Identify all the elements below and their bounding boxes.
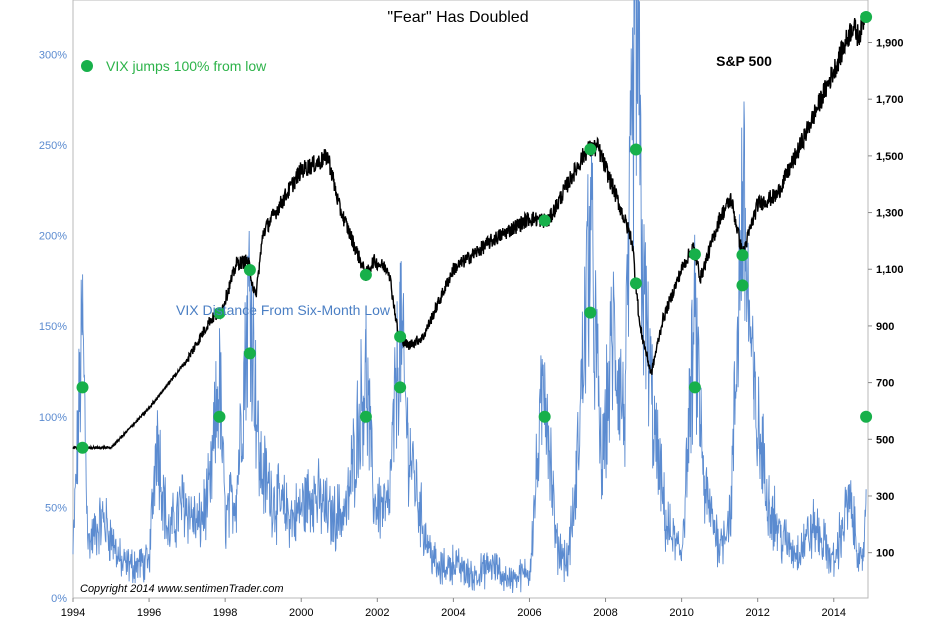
vix-event-marker (76, 381, 89, 394)
legend-label: VIX jumps 100% from low (106, 58, 267, 74)
x-tick-label: 2002 (365, 607, 389, 619)
vix-event-marker (860, 410, 873, 423)
vix-event-marker (736, 279, 749, 292)
sp500-event-marker (736, 249, 749, 262)
right-tick-label: 900 (876, 321, 894, 333)
sp500-event-marker (688, 248, 701, 261)
sp500-event-marker (394, 330, 407, 343)
sp500-series-label: S&P 500 (716, 53, 772, 69)
vix-event-marker (629, 143, 642, 156)
sp500-event-marker (359, 268, 372, 281)
right-tick-label: 100 (876, 548, 894, 560)
sp500-event-marker (76, 441, 89, 454)
x-tick-label: 2006 (517, 607, 541, 619)
right-tick-label: 1,700 (876, 94, 904, 106)
sp500-line (72, 13, 865, 451)
right-tick-label: 1,500 (876, 151, 904, 163)
x-tick-label: 1998 (213, 607, 237, 619)
x-tick-label: 1994 (61, 607, 85, 619)
plot-frame (72, 0, 869, 599)
vix-event-marker (243, 347, 256, 360)
x-tick-label: 2000 (289, 607, 313, 619)
legend-marker-swatch (81, 60, 93, 72)
marker-layer (76, 11, 873, 454)
sp500-event-marker (243, 263, 256, 276)
right-tick-label: 300 (876, 491, 894, 503)
series-layer (72, 0, 867, 594)
left-tick-label: 50% (45, 502, 67, 514)
x-tick-label: 2004 (441, 607, 465, 619)
left-tick-label: 150% (39, 321, 67, 333)
left-tick-label: 100% (39, 412, 67, 424)
x-tick-label: 2014 (822, 607, 846, 619)
left-tick-label: 200% (39, 231, 67, 243)
left-tick-label: 0% (51, 593, 67, 605)
vix-event-marker (394, 381, 407, 394)
right-tick-label: 1,100 (876, 264, 904, 276)
left-tick-label: 300% (39, 49, 67, 61)
sp500-event-marker (584, 143, 597, 156)
left-tick-label: 250% (39, 140, 67, 152)
axis-layer: 1994 1996 1998 2000 2002 2004 2006 2008 2010 2012… (39, 38, 904, 619)
sp500-event-marker (538, 214, 551, 227)
x-tick-label: 2010 (669, 607, 693, 619)
x-tick-label: 2008 (593, 607, 617, 619)
vix-event-marker (584, 306, 597, 319)
right-tick-label: 500 (876, 434, 894, 446)
vix-series-label: VIX Distance From Six-Month Low (176, 302, 391, 318)
right-tick-label: 1,300 (876, 208, 904, 220)
chart-title: "Fear" Has Doubled (387, 9, 528, 26)
sp500-event-marker (213, 307, 226, 320)
right-tick-label: 700 (876, 378, 894, 390)
vix-event-marker (213, 410, 226, 423)
copyright-note: Copyright 2014 www.sentimenTrader.com (80, 583, 284, 595)
right-tick-label: 1,900 (876, 38, 904, 50)
legend: VIX jumps 100% from low (81, 58, 267, 74)
x-tick-label: 1996 (137, 607, 161, 619)
x-tick-label: 2012 (745, 607, 769, 619)
vix-event-marker (359, 410, 372, 423)
vix-event-marker (538, 410, 551, 423)
vix-event-marker (688, 381, 701, 394)
sp500-event-marker (860, 11, 873, 24)
vix-distance-line (72, 0, 867, 594)
sp500-event-marker (629, 277, 642, 290)
